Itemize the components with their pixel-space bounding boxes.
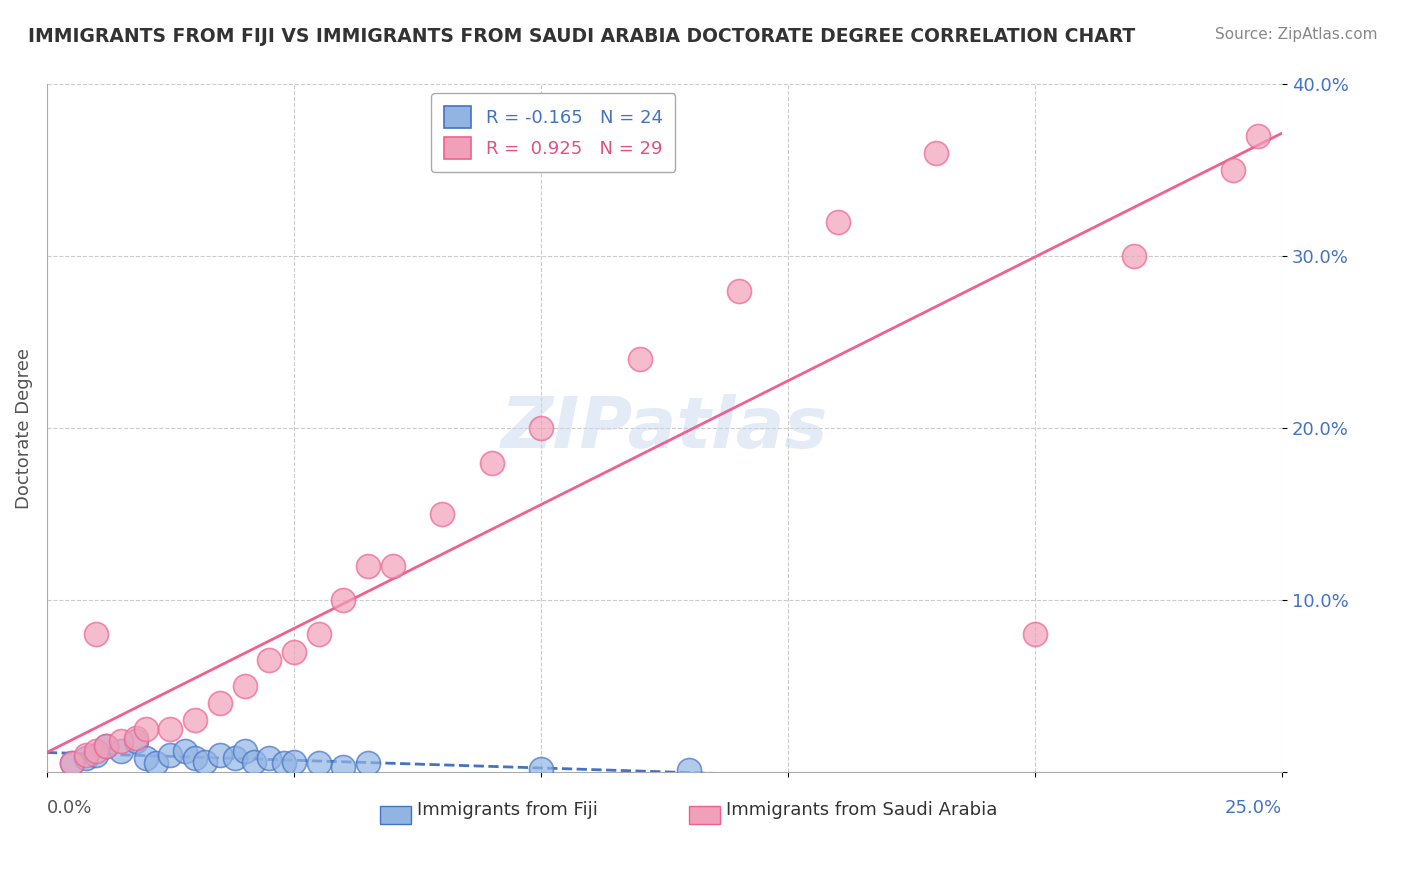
Point <box>257 653 280 667</box>
Point <box>125 734 148 748</box>
Point <box>357 756 380 771</box>
Text: Source: ZipAtlas.com: Source: ZipAtlas.com <box>1215 27 1378 42</box>
Point <box>727 284 749 298</box>
Point <box>184 714 207 728</box>
Point <box>1222 163 1244 178</box>
Point <box>208 747 231 762</box>
Point <box>135 722 157 736</box>
Point <box>925 146 948 161</box>
Point <box>1024 627 1046 641</box>
Point <box>283 755 305 769</box>
Point <box>184 751 207 765</box>
Point <box>224 751 246 765</box>
Point <box>332 593 354 607</box>
Point <box>332 760 354 774</box>
Point <box>159 747 181 762</box>
Text: Immigrants from Saudi Arabia: Immigrants from Saudi Arabia <box>727 801 998 819</box>
Point <box>243 755 266 769</box>
Point <box>530 762 553 776</box>
Point <box>481 456 503 470</box>
Point <box>84 747 107 762</box>
Point <box>75 747 97 762</box>
Point <box>60 756 83 771</box>
Point <box>110 734 132 748</box>
FancyBboxPatch shape <box>689 806 720 823</box>
Text: IMMIGRANTS FROM FIJI VS IMMIGRANTS FROM SAUDI ARABIA DOCTORATE DEGREE CORRELATIO: IMMIGRANTS FROM FIJI VS IMMIGRANTS FROM … <box>28 27 1136 45</box>
Point <box>135 751 157 765</box>
Point <box>827 215 849 229</box>
Point <box>530 421 553 435</box>
Point <box>273 756 295 771</box>
Point <box>257 751 280 765</box>
Point <box>208 696 231 710</box>
Point <box>1246 128 1268 143</box>
Point <box>194 755 217 769</box>
Point <box>628 352 651 367</box>
Point <box>357 558 380 573</box>
Point <box>96 739 118 754</box>
Point <box>84 627 107 641</box>
Text: 25.0%: 25.0% <box>1225 799 1282 817</box>
Point <box>174 744 197 758</box>
Point <box>84 744 107 758</box>
Legend: R = -0.165   N = 24, R =  0.925   N = 29: R = -0.165 N = 24, R = 0.925 N = 29 <box>432 94 675 172</box>
Point <box>60 756 83 771</box>
Point <box>145 756 167 771</box>
Point <box>159 722 181 736</box>
Point <box>96 739 118 754</box>
Text: Immigrants from Fiji: Immigrants from Fiji <box>418 801 599 819</box>
FancyBboxPatch shape <box>381 806 412 823</box>
Point <box>1123 249 1146 263</box>
Text: ZIPatlas: ZIPatlas <box>501 393 828 463</box>
Point <box>233 679 256 693</box>
Point <box>75 751 97 765</box>
Point <box>110 744 132 758</box>
Y-axis label: Doctorate Degree: Doctorate Degree <box>15 348 32 508</box>
Point <box>283 645 305 659</box>
Text: 0.0%: 0.0% <box>46 799 93 817</box>
Point <box>125 731 148 745</box>
Point <box>678 764 700 778</box>
Point <box>381 558 404 573</box>
Point <box>308 627 330 641</box>
Point <box>432 507 454 521</box>
Point <box>308 756 330 771</box>
Point <box>233 744 256 758</box>
